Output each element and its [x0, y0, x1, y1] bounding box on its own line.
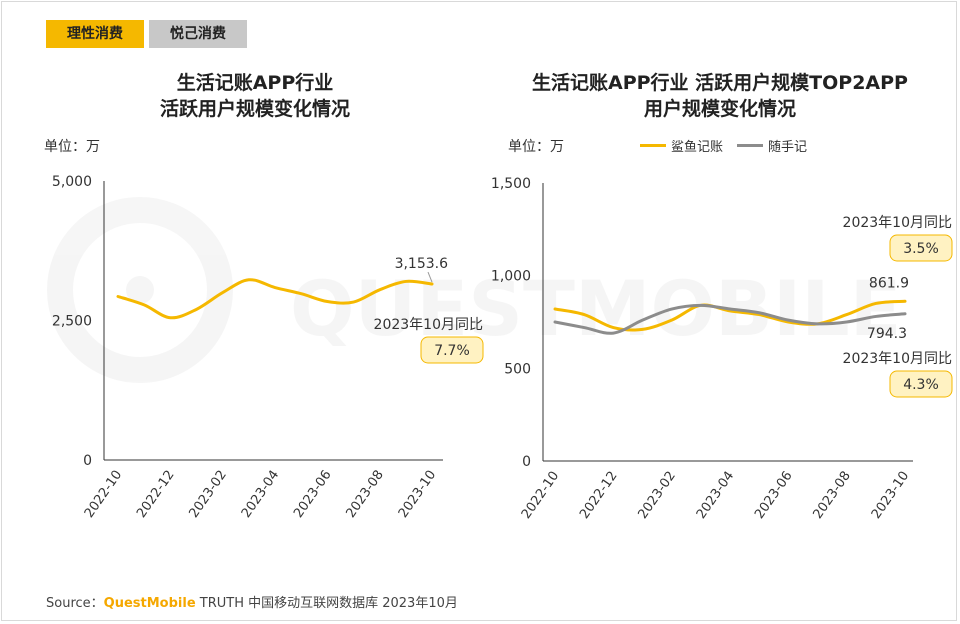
left-ytick-label: 0 — [83, 453, 92, 469]
right-yoy-callout-series1-badge — [889, 234, 953, 262]
left-xtick-label: 2023-02 — [186, 468, 229, 521]
right-xtick-label: 2023-06 — [752, 469, 795, 522]
right-chart-title-line2: 用户规模变化情况 — [643, 98, 796, 120]
watermark-ring — [47, 197, 233, 383]
right-ytick-label: 500 — [504, 361, 531, 377]
right-series-line-1 — [553, 299, 907, 332]
questmobile-watermark: QUESTMOBILE — [47, 197, 902, 383]
watermark-dot — [126, 276, 154, 304]
left-chart-title: 生活记账APP行业 活跃用户规模变化情况 — [105, 70, 405, 122]
legend-swatch-series1 — [640, 144, 666, 147]
right-xtick-label: 2022-12 — [577, 469, 620, 522]
legend-label-series1: 鲨鱼记账 — [671, 140, 724, 155]
left-yoy-callout-badge — [420, 336, 484, 364]
source-brand: QuestMobile — [103, 596, 196, 611]
left-series-line-1 — [116, 278, 434, 320]
watermark-text: QUESTMOBILE — [290, 264, 902, 353]
tab-rational-consumption[interactable]: 理性消费 — [46, 20, 144, 48]
tab-self-pleasing-consumption[interactable]: 悦己消费 — [149, 20, 247, 48]
right-yoy-callout-series1-label: 2023年10月同比 — [843, 215, 952, 231]
left-chart-title-line2: 活跃用户规模变化情况 — [159, 98, 350, 120]
right-chart-title-line1: 生活记账APP行业 活跃用户规模TOP2APP — [532, 72, 908, 94]
right-ytick-label: 1,000 — [491, 269, 531, 285]
left-xtick-label: 2023-06 — [291, 468, 334, 521]
left-yoy-callout-value: 7.7% — [434, 343, 470, 359]
left-last-value-label: 3,153.6 — [395, 256, 449, 272]
right-value-label-series2: 794.3 — [867, 326, 907, 342]
left-yoy-callout-label: 2023年10月同比 — [374, 317, 483, 333]
right-unit-label: 单位：万 — [508, 139, 564, 155]
right-chart-title: 生活记账APP行业 活跃用户规模TOP2APP 用户规模变化情况 — [505, 70, 935, 122]
left-ytick-label: 5,000 — [52, 174, 92, 190]
right-ytick-label: 0 — [522, 454, 531, 470]
legend-swatch-series2 — [737, 144, 764, 147]
right-value-label-series1: 861.9 — [869, 275, 909, 291]
right-yoy-callout-series2-value: 4.3% — [903, 377, 939, 393]
right-xtick-label: 2022-10 — [519, 469, 562, 522]
right-series-line-2 — [553, 303, 907, 335]
right-ytick-label: 1,500 — [491, 176, 531, 192]
left-unit-label: 单位：万 — [44, 139, 100, 155]
right-xtick-label: 2023-10 — [869, 469, 912, 522]
source-prefix: Source： — [46, 596, 104, 611]
legend-label-series2: 随手记 — [768, 140, 808, 155]
left-leader-line — [427, 271, 433, 283]
left-xtick-label: 2023-10 — [396, 468, 439, 521]
right-yoy-callout-series2-label: 2023年10月同比 — [843, 351, 952, 367]
left-xtick-label: 2022-10 — [82, 468, 125, 521]
right-xtick-label: 2023-04 — [694, 469, 737, 522]
right-xtick-label: 2023-02 — [635, 469, 678, 522]
source-line: Source：QuestMobile TRUTH 中国移动互联网数据库 2023… — [46, 592, 458, 611]
right-yoy-callout-series2-badge — [889, 370, 953, 398]
legend-item-series2: 随手记 — [737, 136, 807, 155]
left-xtick-label: 2023-08 — [343, 468, 386, 521]
legend-item-series1: 鲨鱼记账 — [640, 136, 723, 155]
left-xtick-label: 2022-12 — [134, 468, 177, 521]
left-chart-title-line1: 生活记账APP行业 — [176, 72, 334, 94]
left-xtick-label: 2023-04 — [239, 468, 282, 521]
source-suffix: TRUTH 中国移动互联网数据库 2023年10月 — [195, 596, 458, 611]
left-ytick-label: 2,500 — [52, 314, 92, 330]
legend: 鲨鱼记账 随手记 — [640, 136, 821, 155]
right-xtick-label: 2023-08 — [810, 469, 853, 522]
right-yoy-callout-series1-value: 3.5% — [903, 241, 939, 257]
